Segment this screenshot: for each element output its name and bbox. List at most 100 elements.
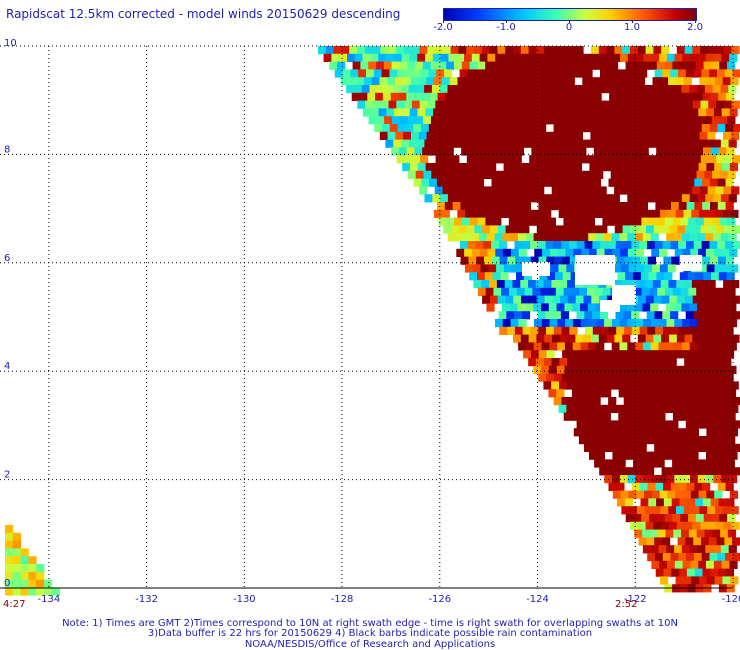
data-cell — [621, 77, 630, 86]
data-cell — [569, 202, 578, 211]
data-cell — [732, 537, 740, 546]
data-cell — [682, 53, 691, 62]
data-cell — [636, 490, 645, 499]
data-cell — [494, 194, 503, 203]
data-cell — [497, 100, 506, 109]
data-cell — [668, 280, 677, 289]
data-cell — [669, 467, 678, 476]
data-cell — [554, 202, 563, 211]
data-cell — [484, 92, 493, 101]
data-cell — [643, 475, 652, 484]
data-cell — [676, 186, 685, 195]
data-cell — [731, 46, 740, 55]
data-cell — [563, 170, 573, 179]
data-cell — [696, 217, 705, 226]
data-cell — [669, 155, 678, 164]
data-cell — [633, 436, 642, 445]
data-cell — [640, 92, 649, 101]
data-cell — [592, 241, 601, 250]
data-cell — [600, 373, 609, 382]
data-cell — [659, 264, 669, 273]
data-cell — [612, 163, 621, 172]
data-cell — [715, 521, 724, 530]
data-cell — [36, 579, 45, 588]
data-cell — [420, 69, 429, 78]
data-cell — [709, 69, 718, 78]
data-cell — [710, 498, 719, 507]
data-cell — [699, 280, 708, 289]
data-cell — [466, 46, 475, 55]
data-cell — [432, 139, 441, 148]
data-cell — [701, 553, 710, 562]
data-cell — [670, 553, 679, 562]
data-cell — [559, 280, 568, 289]
data-cell — [504, 131, 513, 140]
data-cell — [606, 46, 615, 55]
data-cell — [524, 61, 533, 70]
data-cell — [587, 287, 596, 296]
data-cell — [649, 529, 659, 538]
data-cell — [723, 186, 732, 195]
data-cell — [610, 170, 619, 179]
data-cell — [731, 186, 740, 195]
data-cell — [593, 92, 602, 101]
data-cell — [469, 147, 478, 156]
data-cell — [625, 436, 634, 445]
data-cell — [596, 451, 605, 460]
data-cell — [477, 116, 486, 125]
data-cell — [681, 365, 690, 374]
data-cell — [622, 225, 631, 234]
data-cell — [680, 116, 689, 125]
data-cell — [12, 556, 21, 565]
data-cell — [479, 248, 488, 257]
data-cell — [431, 85, 441, 94]
data-cell — [423, 116, 432, 125]
data-cell — [397, 69, 406, 78]
data-cell — [660, 404, 669, 413]
data-cell — [503, 264, 513, 273]
data-cell — [600, 202, 609, 211]
data-cell — [512, 77, 521, 86]
data-cell — [699, 576, 708, 585]
data-cell — [349, 46, 358, 55]
data-cell — [561, 178, 570, 187]
data-cell — [469, 61, 478, 70]
data-cell — [688, 529, 698, 538]
data-cell — [631, 178, 641, 187]
data-cell — [565, 53, 574, 62]
data-cell — [705, 194, 714, 203]
data-cell — [615, 155, 624, 164]
data-cell — [725, 326, 734, 335]
data-cell — [385, 139, 394, 148]
data-cell — [546, 373, 555, 382]
data-cell — [540, 116, 549, 125]
data-cell — [653, 295, 662, 304]
data-cell — [559, 334, 568, 343]
data-cell — [527, 163, 536, 172]
data-cell — [721, 451, 730, 460]
data-cell — [397, 124, 406, 133]
data-cell — [686, 553, 695, 562]
data-cell — [621, 404, 630, 413]
data-cell — [687, 272, 696, 281]
data-cell — [691, 209, 700, 218]
data-cell — [507, 92, 516, 101]
data-cell — [5, 571, 14, 580]
data-cell — [580, 233, 589, 242]
data-cell — [511, 209, 521, 218]
data-cell — [572, 365, 581, 374]
data-cell — [511, 264, 520, 273]
data-cell — [564, 139, 573, 148]
data-cell — [637, 46, 646, 55]
data-cell — [712, 170, 721, 179]
data-cell — [683, 490, 692, 499]
data-cell — [631, 420, 640, 429]
data-cell — [592, 397, 601, 406]
data-cell — [538, 202, 547, 211]
data-cell — [486, 194, 496, 203]
x-tick-label: -128 — [331, 594, 354, 605]
data-cell — [704, 365, 714, 374]
data-cell — [709, 373, 719, 382]
data-cell — [464, 163, 473, 172]
data-cell — [543, 358, 552, 367]
